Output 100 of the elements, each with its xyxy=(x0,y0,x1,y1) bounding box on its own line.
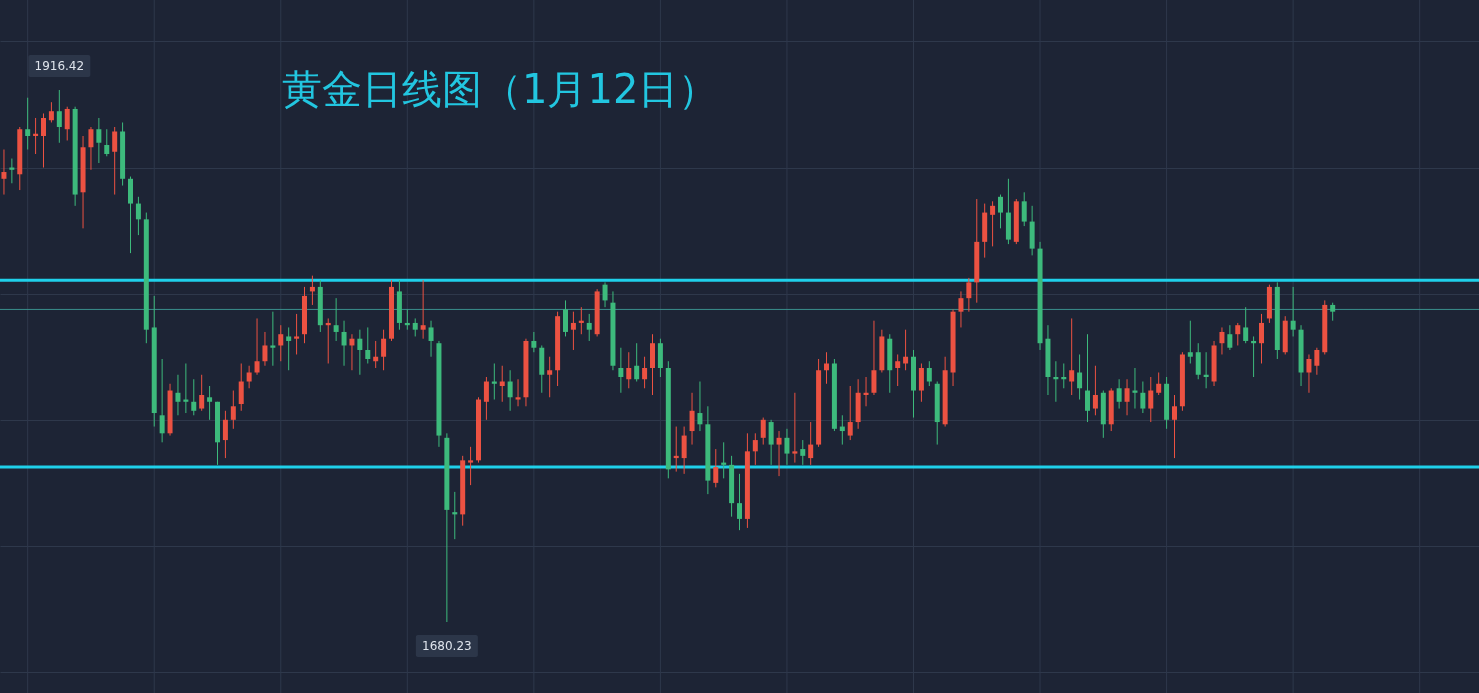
candlestick xyxy=(286,326,292,371)
candlestick xyxy=(737,473,742,531)
candlestick xyxy=(404,308,410,331)
candlestick xyxy=(547,356,553,398)
candlestick xyxy=(1124,378,1130,416)
candlestick xyxy=(325,317,331,364)
candlestick xyxy=(642,356,648,389)
candlestick xyxy=(270,311,276,367)
candlestick xyxy=(958,290,964,328)
candlestick xyxy=(199,374,205,412)
annotation: 1916.42 xyxy=(34,59,85,73)
candlestick xyxy=(1077,353,1083,401)
candlestick xyxy=(1132,367,1138,410)
candlestick xyxy=(183,362,189,414)
candlestick xyxy=(1290,286,1296,337)
candlestick xyxy=(104,128,110,157)
candlestick xyxy=(207,385,213,421)
candlestick xyxy=(768,419,774,466)
candlestick xyxy=(681,426,687,475)
annotation: 1680.23 xyxy=(422,639,472,653)
candlestick xyxy=(9,158,15,184)
candlestick xyxy=(56,89,62,144)
candlestick xyxy=(1061,362,1067,389)
candlestick xyxy=(578,306,584,335)
candlestick xyxy=(262,331,268,367)
candlestick xyxy=(25,97,31,151)
candlestick xyxy=(800,439,806,466)
candlestick xyxy=(808,421,814,466)
candlestick xyxy=(1116,378,1122,410)
candlestick xyxy=(357,329,363,376)
candlestick xyxy=(1306,353,1312,394)
candlestick xyxy=(428,320,434,358)
candlestick xyxy=(1314,347,1320,376)
candlestick xyxy=(294,313,300,355)
candlestick xyxy=(507,369,513,412)
candlestick xyxy=(33,117,39,155)
candlestick xyxy=(1148,376,1154,423)
candlestick xyxy=(689,392,695,446)
candlestick xyxy=(784,428,790,466)
candlestick xyxy=(1195,342,1201,380)
candlestick xyxy=(254,317,260,376)
candlestick xyxy=(1069,317,1075,396)
candlestick xyxy=(515,378,521,407)
candlestick xyxy=(135,196,141,236)
candlestick xyxy=(673,426,679,473)
candlestick xyxy=(1203,351,1209,389)
candlestick xyxy=(1259,313,1264,364)
candlestick xyxy=(998,194,1003,229)
candlestick xyxy=(1330,302,1336,322)
candlestick xyxy=(697,381,703,432)
candlestick xyxy=(1156,372,1162,396)
candlestick xyxy=(531,331,537,353)
candlestick xyxy=(238,362,244,412)
candlestick xyxy=(990,200,996,247)
candlestick xyxy=(713,448,719,488)
candlestick xyxy=(483,376,489,421)
candlestick xyxy=(88,126,94,171)
candlestick xyxy=(191,378,197,416)
candlestick xyxy=(626,351,632,389)
candlestick xyxy=(752,432,758,466)
candlestick xyxy=(634,342,640,383)
candlestick xyxy=(776,430,782,477)
candlestick xyxy=(602,281,608,308)
candlestick xyxy=(1021,191,1027,227)
candlestick xyxy=(222,410,228,459)
candlestick xyxy=(333,297,339,342)
candlestick xyxy=(1,149,7,196)
candlestick xyxy=(966,277,972,313)
candlestick xyxy=(1235,322,1241,346)
candlestick xyxy=(159,358,165,443)
candlestick xyxy=(1053,360,1059,403)
candlestick xyxy=(563,299,568,337)
candlestick xyxy=(48,101,54,123)
candlestick xyxy=(412,317,418,337)
candlestick xyxy=(863,376,869,407)
candlestick xyxy=(230,390,236,430)
candlestick xyxy=(41,112,46,169)
candlestick xyxy=(760,417,766,446)
candlestick xyxy=(1243,306,1249,344)
candlestick xyxy=(1219,326,1225,355)
candlestick xyxy=(824,351,829,385)
candlestick xyxy=(381,329,387,371)
candlestick xyxy=(420,279,426,340)
candlestick xyxy=(1172,394,1177,459)
candlestick xyxy=(871,320,877,396)
candlestick xyxy=(341,320,347,367)
candlestick xyxy=(1085,333,1090,423)
candlestick xyxy=(792,392,798,464)
candlestick xyxy=(1251,335,1257,378)
candlestick xyxy=(64,106,70,141)
candlestick xyxy=(1187,320,1193,364)
candlestick xyxy=(468,446,474,486)
candlestick xyxy=(926,360,932,387)
candlestick xyxy=(895,353,901,387)
candlestick xyxy=(246,365,252,389)
candlestick xyxy=(112,126,118,196)
candlestick xyxy=(175,374,181,416)
candlestick xyxy=(618,347,624,394)
candlestick xyxy=(586,313,592,342)
candlestick xyxy=(847,385,853,441)
